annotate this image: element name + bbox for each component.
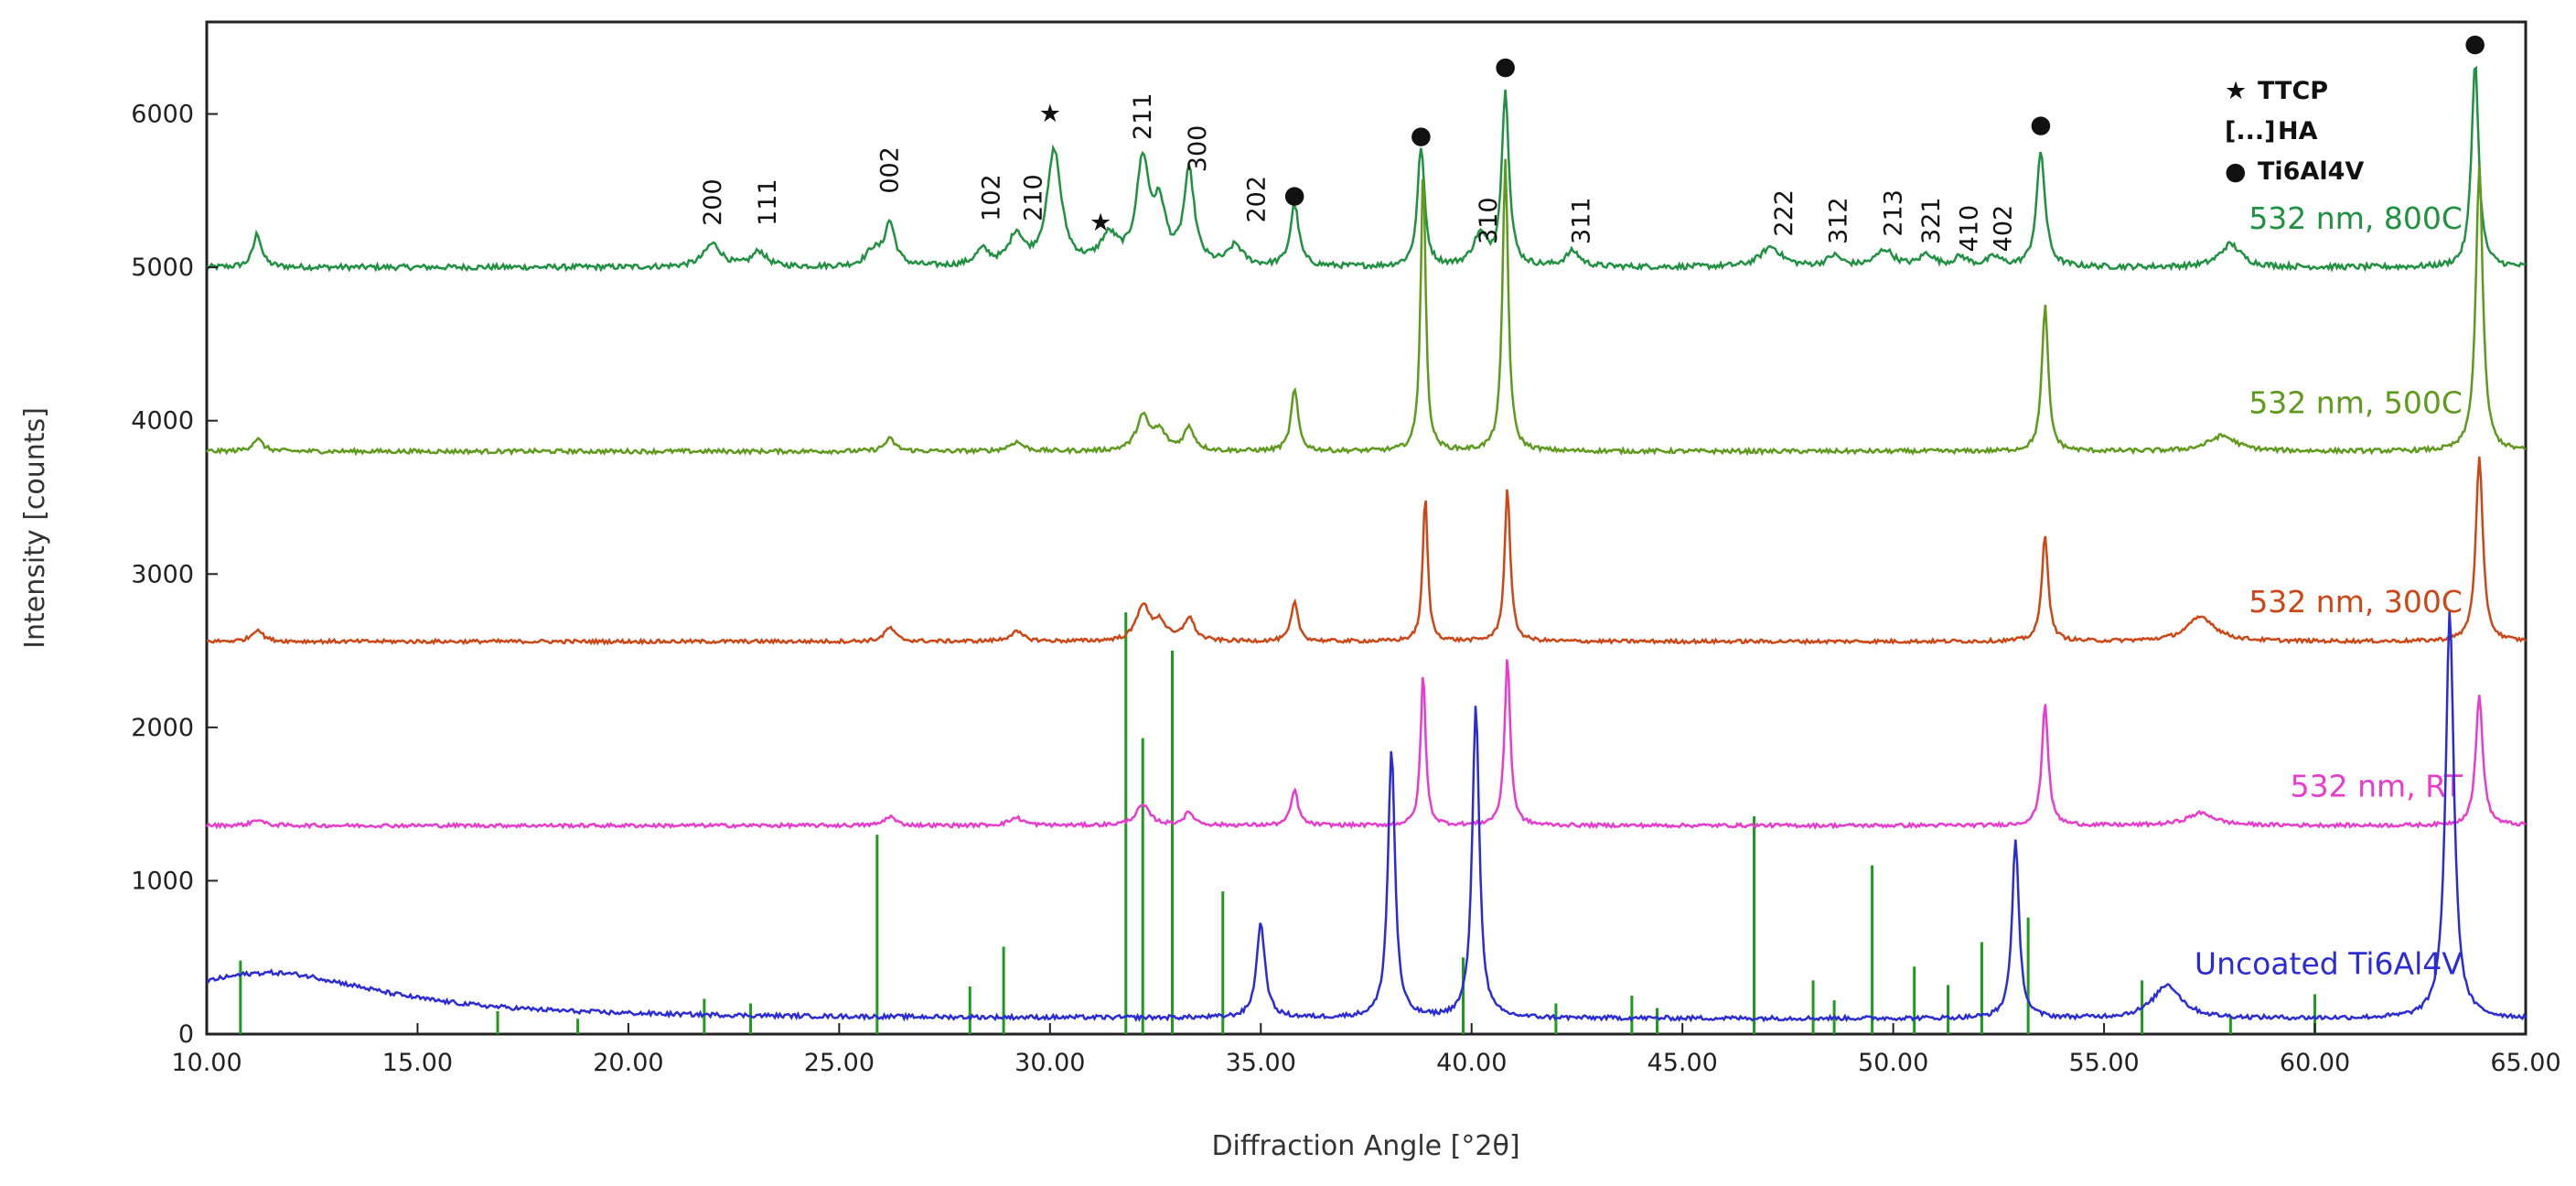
peak-label: 200 [699, 178, 727, 226]
legend-symbol: ● [2225, 157, 2247, 186]
peak-label: 211 [1129, 92, 1157, 140]
ttcp-star-marker: ★ [1089, 209, 1111, 237]
peak-label: 210 [1019, 174, 1047, 221]
y-tick-label: 0 [178, 1020, 194, 1049]
series-line [206, 456, 2527, 646]
peak-label: 102 [977, 174, 1005, 221]
y-axis-title: Intensity [counts] [19, 407, 51, 649]
ti-dot-marker: ● [2030, 111, 2052, 139]
ti-dot-marker: ● [1283, 181, 1305, 210]
peak-label: 310 [1475, 197, 1503, 244]
series-label: 532 nm, 500C [2249, 384, 2463, 420]
x-tick-label: 65.00 [2490, 1049, 2560, 1077]
ttcp-star-marker: ★ [1039, 100, 1061, 128]
x-tick-label: 35.00 [1226, 1049, 1296, 1077]
x-axis-title: Diffraction Angle [°2θ] [1211, 1130, 1519, 1162]
y-tick-label: 2000 [131, 714, 194, 742]
legend-symbol: [...] [2225, 117, 2275, 146]
series-label: 532 nm, 800C [2249, 200, 2463, 236]
peak-label: 311 [1568, 197, 1596, 244]
series-group: 532 nm, 800C 532 nm, 500C 532 nm, 300C 532 … [205, 65, 2527, 1023]
ti-dot-marker: ● [1495, 52, 1517, 81]
y-tick-label: 5000 [131, 253, 194, 282]
x-tick-label: 15.00 [382, 1049, 453, 1077]
legend-text: Ti6Al4V [2258, 157, 2364, 186]
ti-dot-marker: ● [2464, 29, 2486, 58]
peak-label: 202 [1243, 176, 1272, 223]
peak-label: 321 [1917, 197, 1946, 244]
axes: 10.00 15.00 20.00 25.00 30.00 35.00 40.00 45.00… [131, 101, 2560, 1077]
x-tick-label: 10.00 [171, 1049, 242, 1077]
series-label: 532 nm, 300C [2249, 584, 2463, 620]
legend: ★ TTCP [...] HA ● Ti6Al4V [2225, 77, 2364, 186]
peak-label: 002 [876, 146, 905, 194]
legend-text: HA [2278, 117, 2318, 146]
x-tick-label: 55.00 [2068, 1049, 2139, 1077]
series-line [206, 158, 2527, 457]
peak-label: 222 [1770, 189, 1798, 237]
series-label: Uncoated Ti6Al4V [2195, 946, 2463, 982]
peak-label: 300 [1184, 125, 1212, 173]
peak-label: 111 [754, 178, 782, 226]
x-tick-label: 40.00 [1436, 1049, 1507, 1077]
y-tick-label: 3000 [131, 560, 194, 588]
series-line [206, 611, 2527, 1023]
x-tick-label: 20.00 [593, 1049, 663, 1077]
x-tick-label: 25.00 [804, 1049, 875, 1077]
x-tick-label: 45.00 [1648, 1049, 1718, 1077]
y-tick-label: 4000 [131, 407, 194, 436]
peak-label: 402 [1989, 205, 2017, 253]
series-label: 532 nm, RT [2291, 768, 2463, 803]
peak-label: 213 [1880, 189, 1908, 237]
x-tick-label: 60.00 [2280, 1049, 2350, 1077]
y-tick-label: 1000 [131, 867, 194, 895]
series-line [205, 659, 2527, 830]
legend-text: TTCP [2258, 77, 2328, 105]
ti-dot-marker: ● [1411, 121, 1433, 149]
x-tick-label: 30.00 [1014, 1049, 1085, 1077]
plot-frame [205, 20, 2528, 1036]
series-line [206, 65, 2527, 273]
peak-label: 410 [1956, 205, 1984, 253]
x-tick-label: 50.00 [1858, 1049, 1928, 1077]
y-tick-label: 6000 [131, 101, 194, 129]
peak-label: 312 [1825, 197, 1853, 244]
annotations: 200 111 002 102 210 211 300 202 310 311 222 312 213 3… [699, 29, 2485, 253]
legend-symbol: ★ [2225, 77, 2247, 105]
